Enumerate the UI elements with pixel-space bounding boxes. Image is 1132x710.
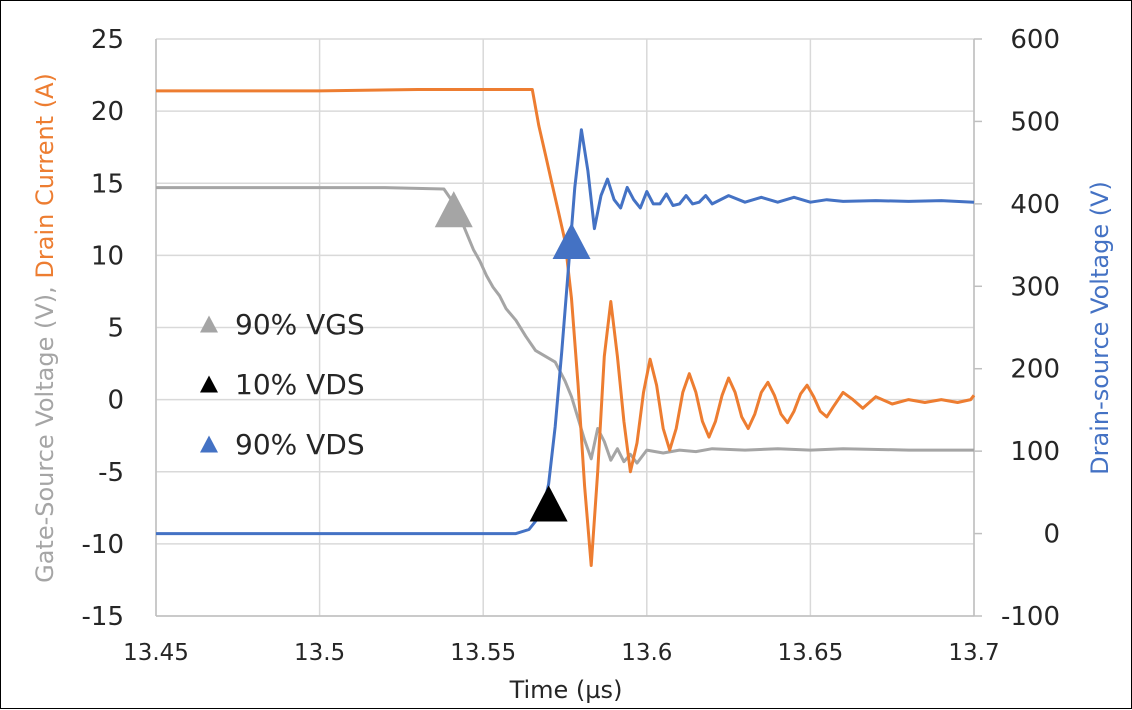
legend-marker-1	[200, 375, 218, 393]
legend: 90% VGS 10% VDS 90% VDS	[200, 308, 365, 461]
x-tick-label: 13.45	[123, 640, 189, 666]
x-tick-label: 13.65	[777, 640, 843, 666]
tick-labels: -15 -10 -5 0 5 10 15 20 25 -100 0 100 200 300 400 500 60…	[82, 25, 1060, 666]
x-axis-title: Time (µs)	[509, 676, 623, 704]
y-axis-title-left: Gate-Source Voltage (V), Drain Current (…	[31, 73, 59, 583]
y-right-tick-label: 500	[1010, 107, 1060, 137]
y-left-tick-label: 10	[91, 241, 124, 271]
y-left-tick-label: 25	[91, 25, 124, 55]
data-marker-1	[529, 485, 568, 522]
y-axis-title-left-part-0: Gate-Source Voltage (V),	[31, 279, 59, 583]
y-left-tick-label: 15	[91, 169, 124, 199]
y-right-tick-label: 400	[1010, 190, 1060, 220]
series-line-0	[156, 186, 974, 465]
y-left-tick-label: 0	[107, 386, 124, 416]
y-axis-title-right: Drain-source Voltage (V)	[1086, 181, 1114, 475]
x-tick-label: 13.5	[294, 640, 345, 666]
y-left-tick-label: -10	[82, 530, 124, 560]
y-right-tick-label: 0	[1043, 520, 1060, 550]
legend-marker-0	[200, 315, 218, 333]
y-axis-title-left-part-1: Drain Current (A)	[31, 73, 59, 278]
y-left-tick-label: -5	[98, 458, 124, 488]
legend-marker-2	[200, 435, 218, 453]
legend-label-2: 90% VDS	[235, 428, 365, 461]
y-right-tick-label: 200	[1010, 355, 1060, 385]
data-marker-0	[434, 191, 473, 228]
legend-label-1: 10% VDS	[235, 368, 365, 401]
y-right-tick-label: -100	[1001, 602, 1060, 632]
marker-layer	[434, 191, 591, 522]
legend-label-0: 90% VGS	[235, 308, 365, 341]
y-left-tick-label: 5	[107, 314, 124, 344]
y-right-tick-label: 100	[1010, 437, 1060, 467]
y-left-tick-label: -15	[82, 602, 124, 632]
axis-titles: Time (µs) Gate-Source Voltage (V), Drain …	[31, 73, 1114, 704]
y-left-tick-label: 20	[91, 97, 124, 127]
x-tick-label: 13.7	[948, 640, 999, 666]
y-right-tick-label: 300	[1010, 272, 1060, 302]
series-line-1	[156, 88, 976, 567]
y-right-tick-label: 600	[1010, 25, 1060, 55]
data-marker-2	[552, 222, 591, 259]
axis-lines	[155, 38, 982, 617]
x-tick-label: 13.55	[450, 640, 516, 666]
x-tick-label: 13.6	[621, 640, 672, 666]
